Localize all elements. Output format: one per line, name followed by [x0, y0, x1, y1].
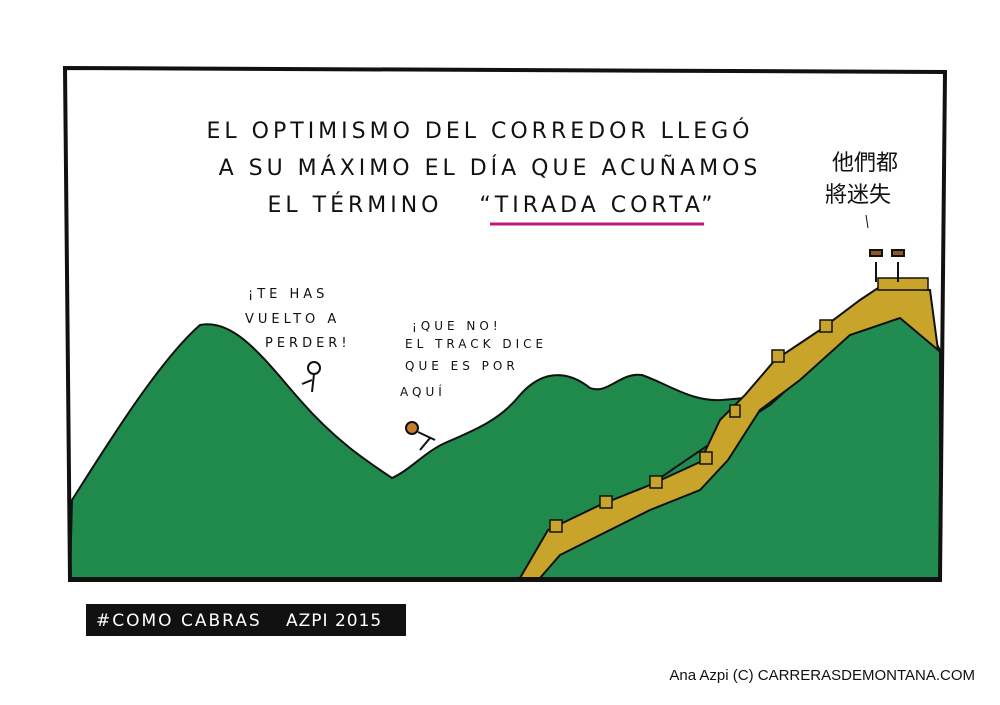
caption-line: EL TÉRMINO: [267, 192, 442, 218]
caption-line: A SU MÁXIMO EL DÍA QUE ACUÑAMOS: [219, 154, 762, 181]
speech-tick: [865, 214, 869, 229]
credit: Ana Azpi (C) CARRERASDEMONTANA.COM: [669, 667, 975, 684]
tag-box: [86, 604, 406, 636]
tag-left: #COMO CABRAS: [96, 611, 262, 631]
battlements: [549, 277, 929, 533]
chinese-line: 他們都: [832, 151, 898, 176]
tag-right: AZPI 2015: [286, 611, 382, 631]
speech-right: QUE ES POR: [405, 359, 519, 373]
speech-right: EL TRACK DICE: [405, 337, 547, 351]
speech-right: ¡QUE NO!: [412, 319, 502, 333]
frame: [62, 65, 948, 582]
speech-left: VUELTO A: [245, 312, 340, 327]
runners: [301, 249, 905, 451]
left-mountains: [68, 323, 746, 579]
great-wall: [518, 286, 940, 579]
speech-left: ¡TE HAS: [248, 287, 328, 302]
speech-left: PERDER!: [265, 336, 351, 351]
speech-right: AQUÍ: [400, 384, 446, 399]
caption-line: EL OPTIMISMO DEL CORREDOR LLEGÓ: [207, 118, 754, 144]
caption-highlight: “TIRADA CORTA”: [479, 193, 716, 218]
chinese-line: 將迷失: [825, 183, 891, 208]
